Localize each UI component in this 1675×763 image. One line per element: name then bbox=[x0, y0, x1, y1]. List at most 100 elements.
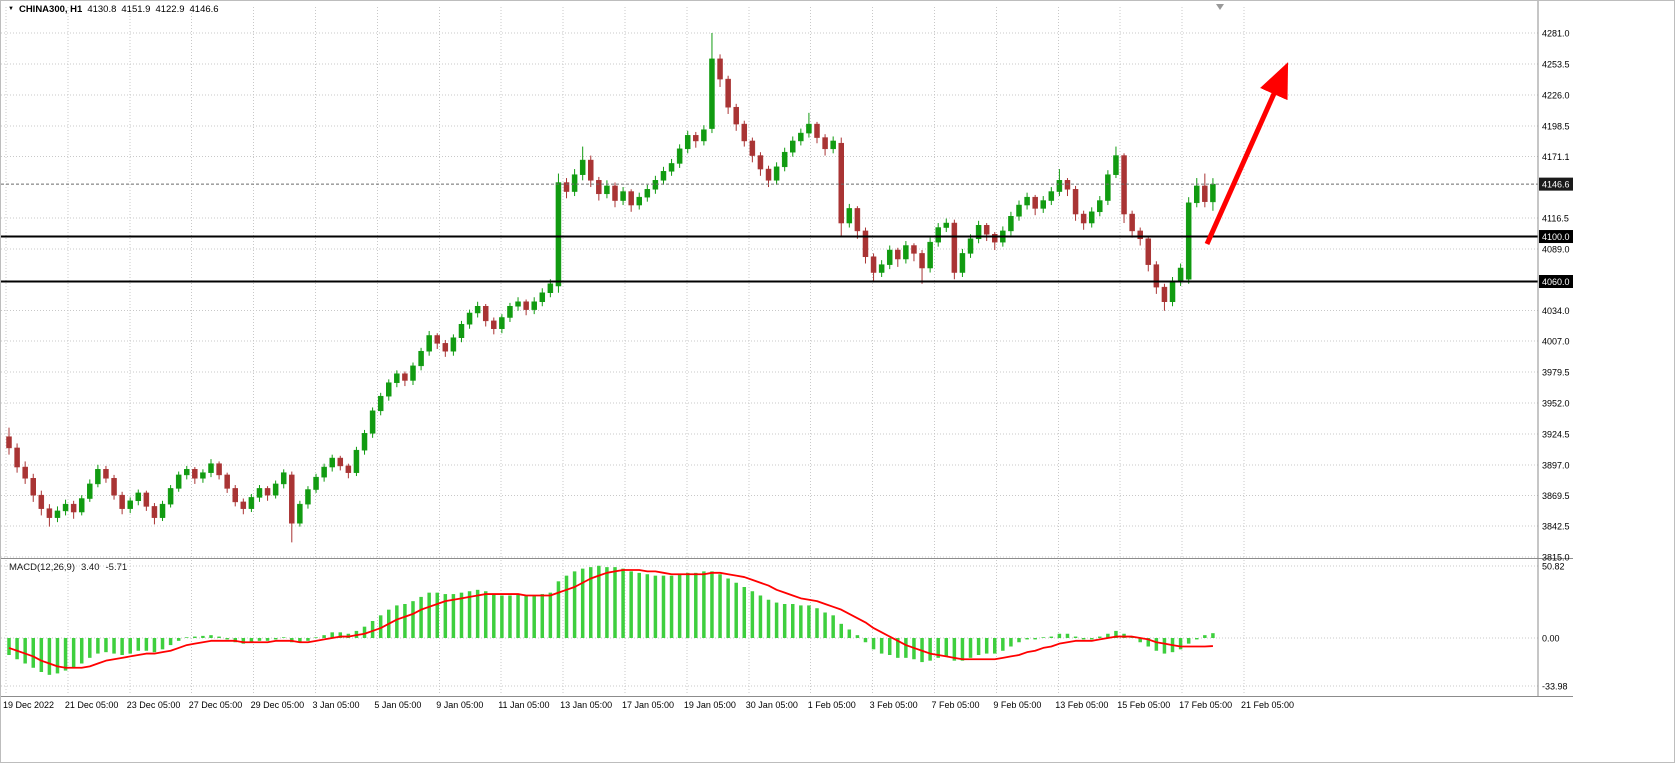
candle-body bbox=[289, 474, 295, 524]
candle-body bbox=[434, 335, 440, 344]
candle-body bbox=[410, 365, 416, 381]
price-label-box bbox=[1539, 230, 1573, 244]
candle-body bbox=[54, 510, 61, 518]
candle-body bbox=[224, 474, 230, 489]
candle-body bbox=[644, 189, 651, 198]
candle-body bbox=[822, 137, 828, 150]
candle-body bbox=[911, 245, 917, 254]
candle-body bbox=[321, 466, 327, 478]
candle-body bbox=[111, 478, 117, 496]
macd-main-value: 3.40 bbox=[81, 562, 100, 573]
macd-signal-line bbox=[8, 569, 1213, 669]
time-tick-label: 11 Jan 05:00 bbox=[498, 700, 549, 710]
candle-body bbox=[684, 135, 691, 150]
price-tick-label: 4007.0 bbox=[1542, 337, 1570, 347]
candle-body bbox=[862, 230, 869, 258]
time-tick-label: 19 Jan 05:00 bbox=[684, 700, 736, 710]
price-label-box bbox=[1539, 275, 1573, 289]
candle-body bbox=[935, 227, 941, 243]
candle-body bbox=[353, 449, 360, 473]
candle-body bbox=[402, 373, 408, 381]
candle-body bbox=[418, 350, 424, 367]
candle-body bbox=[1169, 281, 1176, 302]
candle-body bbox=[167, 488, 174, 505]
candle-body bbox=[1210, 183, 1216, 203]
candle-body bbox=[264, 488, 271, 496]
ohlc-low: 4122.9 bbox=[155, 4, 185, 15]
price-tick-label: 3869.5 bbox=[1542, 491, 1570, 501]
chart-shift-marker-icon bbox=[1216, 4, 1224, 10]
price-label-box-text: 4100.0 bbox=[1542, 232, 1570, 242]
candle-body bbox=[426, 335, 432, 352]
candle-body bbox=[612, 185, 618, 201]
candle-body bbox=[781, 151, 788, 168]
price-tick-label: 4171.1 bbox=[1542, 152, 1570, 162]
ohlc-close: 4146.6 bbox=[189, 4, 219, 15]
candle-body bbox=[1105, 174, 1111, 201]
candle-body bbox=[151, 506, 158, 518]
candle-body bbox=[240, 501, 247, 509]
candle-body bbox=[175, 474, 182, 489]
candle-body bbox=[927, 241, 933, 269]
candle-body bbox=[1080, 213, 1087, 224]
price-label-box-text: 4146.6 bbox=[1542, 180, 1570, 190]
price-tick-label: 4034.0 bbox=[1542, 306, 1570, 316]
candle-body bbox=[184, 469, 190, 476]
candle-body bbox=[757, 155, 764, 170]
candle-body bbox=[1088, 211, 1095, 224]
time-tick-label: 21 Feb 05:00 bbox=[1241, 700, 1294, 710]
candle-body bbox=[1185, 202, 1192, 280]
price-tick-label: 4281.0 bbox=[1542, 29, 1570, 39]
time-tick-label: 3 Feb 05:00 bbox=[870, 700, 918, 710]
candle-body bbox=[701, 129, 707, 142]
candle-body bbox=[919, 253, 925, 269]
candle-body bbox=[248, 497, 255, 509]
candle-body bbox=[272, 483, 279, 496]
time-tick-label: 3 Jan 05:00 bbox=[313, 700, 360, 710]
time-tick-label: 27 Dec 05:00 bbox=[189, 700, 243, 710]
candle-body bbox=[838, 142, 844, 224]
price-label-box-text: 4060.0 bbox=[1542, 277, 1570, 287]
candle-body bbox=[458, 323, 465, 338]
candle-body bbox=[814, 123, 820, 138]
candle-body bbox=[232, 488, 238, 503]
candle-body bbox=[539, 292, 546, 302]
candle-body bbox=[1145, 238, 1152, 265]
macd-signal-value: -5.71 bbox=[105, 562, 128, 573]
candle-body bbox=[14, 447, 20, 468]
candle-body bbox=[790, 140, 796, 153]
candle-body bbox=[846, 208, 853, 224]
candle-body bbox=[709, 58, 715, 129]
candle-body bbox=[596, 180, 602, 195]
candle-body bbox=[765, 168, 772, 181]
candle-body bbox=[474, 305, 481, 314]
candle-body bbox=[103, 469, 109, 479]
candle-body bbox=[515, 301, 521, 307]
candle-body bbox=[369, 410, 376, 434]
time-tick-label: 13 Feb 05:00 bbox=[1055, 700, 1108, 710]
time-tick-label: 30 Jan 05:00 bbox=[746, 700, 798, 710]
price-tick-label: 4116.5 bbox=[1542, 213, 1569, 223]
candle-body bbox=[361, 433, 368, 451]
candle-body bbox=[345, 465, 352, 473]
macd-indicator-label: MACD(12,26,9) 3.40 -5.71 bbox=[9, 562, 127, 573]
candle-body bbox=[1137, 230, 1143, 240]
macd-tick-label: -33.98 bbox=[1542, 682, 1568, 692]
candle-body bbox=[975, 225, 982, 240]
candle-body bbox=[192, 469, 198, 479]
price-tick-label: 3924.5 bbox=[1542, 429, 1570, 439]
time-tick-label: 5 Jan 05:00 bbox=[374, 700, 421, 710]
candle-body bbox=[676, 148, 683, 164]
price-tick-label: 3897.0 bbox=[1542, 460, 1570, 470]
candle-body bbox=[951, 222, 958, 273]
candle-body bbox=[1161, 286, 1168, 302]
candle-body bbox=[741, 123, 748, 142]
candle-body bbox=[903, 245, 909, 260]
candle-body bbox=[733, 106, 739, 125]
candle-body bbox=[992, 234, 998, 243]
candle-body bbox=[6, 436, 12, 449]
macd-tick-label: 50.82 bbox=[1542, 561, 1565, 571]
candle-body bbox=[1153, 264, 1160, 288]
